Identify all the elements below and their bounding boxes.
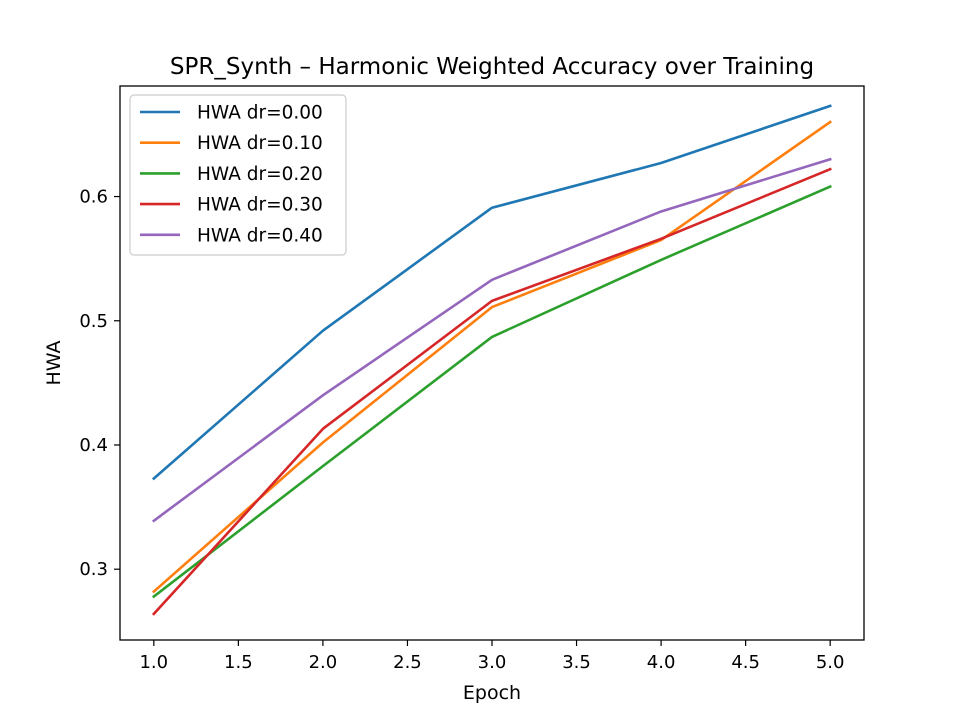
legend-box <box>129 94 347 256</box>
x-tick-label: 4.5 <box>731 652 760 673</box>
x-axis-label: Epoch <box>463 682 521 704</box>
axis-ticks: 1.0 1.5 2.0 2.5 3.0 3.5 4.0 4.5 5.0 0.3 0.4 0.5 0.6 <box>79 187 844 673</box>
y-tick-label: 0.6 <box>79 187 108 208</box>
series-line-0 <box>151 104 832 481</box>
x-tick-label: 3.5 <box>562 652 591 673</box>
series-line-4 <box>151 157 832 523</box>
x-tick-label: 3.0 <box>478 652 507 673</box>
y-axis-label: HWA <box>43 340 65 385</box>
series-lines <box>151 104 832 616</box>
series-line-3 <box>151 167 832 616</box>
x-tick-label: 2.5 <box>393 652 422 673</box>
chart-title: SPR_Synth – Harmonic Weighted Accuracy o… <box>170 54 814 80</box>
legend-label-0: HWA dr=0.00 <box>197 103 323 124</box>
axes-frame <box>119 85 865 641</box>
y-tick-label: 0.3 <box>79 559 108 580</box>
x-tick-label: 4.0 <box>647 652 676 673</box>
legend-label-2: HWA dr=0.20 <box>197 164 323 185</box>
x-tick-label: 1.0 <box>139 652 168 673</box>
legend-label-3: HWA dr=0.30 <box>197 195 323 216</box>
series-line-2 <box>151 184 832 599</box>
y-tick-label: 0.5 <box>79 311 108 332</box>
y-tick-label: 0.4 <box>79 435 108 456</box>
x-tick-label: 1.5 <box>224 652 253 673</box>
x-tick-label: 5.0 <box>816 652 845 673</box>
legend-label-4: HWA dr=0.40 <box>197 225 323 246</box>
legend: HWA dr=0.00 HWA dr=0.10 HWA dr=0.20 HWA dr=… <box>129 94 347 256</box>
legend-label-1: HWA dr=0.10 <box>197 133 323 154</box>
x-tick-label: 2.0 <box>309 652 338 673</box>
